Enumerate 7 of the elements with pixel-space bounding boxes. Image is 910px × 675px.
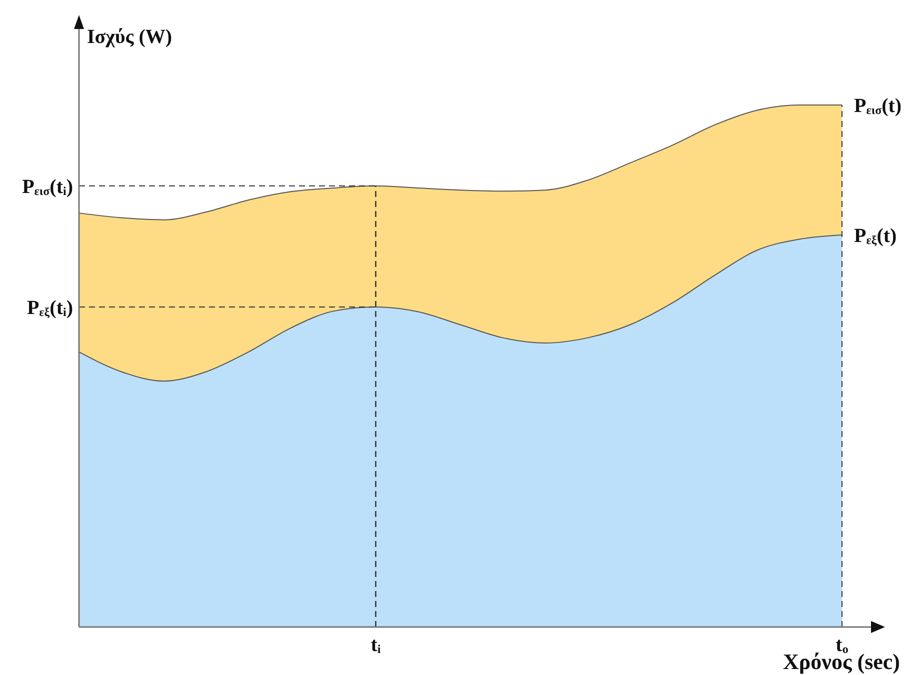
ref-line-label: P$_{εξ}$(t$_{i}$) xyxy=(26,297,73,320)
series-label: P$_{εισ}$(t) xyxy=(854,95,902,117)
x-tick-label: t$_{i}$ xyxy=(370,634,382,656)
series-label: P$_{εξ}$(t) xyxy=(854,224,897,247)
x-tick-label: t$_{o}$ xyxy=(836,634,848,656)
ref-line-label: P$_{εισ}$(t$_{i}$) xyxy=(22,176,73,198)
y-axis-title: Ισχύς (W) xyxy=(87,26,172,48)
